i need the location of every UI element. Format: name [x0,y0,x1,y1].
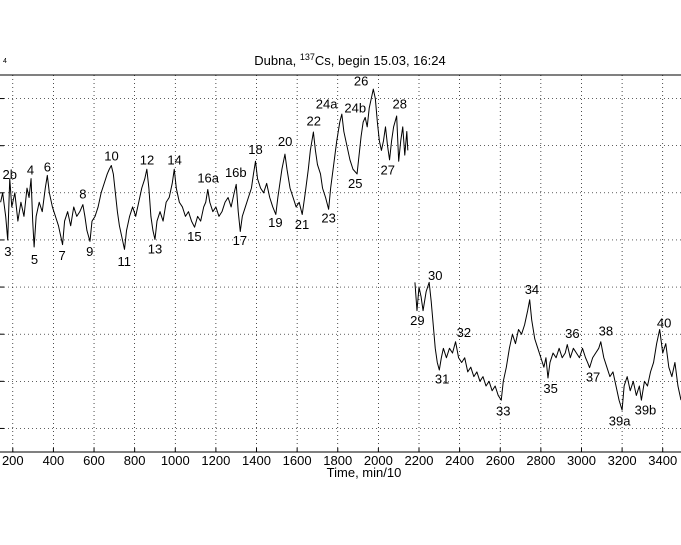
annotation: 26 [354,74,368,89]
annotation: 3 [4,244,11,259]
annotation: 25 [348,176,362,191]
x-tick-label: 2400 [445,453,474,468]
x-tick-label: 800 [124,453,146,468]
annotation: 34 [525,282,539,297]
annotation: 4 [27,163,34,178]
annotation: 20 [278,134,292,149]
annotation: 40 [657,315,671,330]
annotation: 22 [307,114,321,129]
annotation: 8 [79,187,86,202]
x-tick-label: 1200 [201,453,230,468]
annotation: 17 [233,233,247,248]
title-superscript: 137 [300,52,315,62]
annotation: 27 [380,163,394,178]
annotation: 7 [59,248,66,263]
annotation: 13 [148,242,162,257]
x-tick-label: 2000 [364,453,393,468]
annotation: 19 [268,215,282,230]
annotation: 24a [316,97,338,112]
x-tick-label: 3400 [648,453,677,468]
x-tick-label: 600 [83,453,105,468]
x-tick-label: 2800 [526,453,555,468]
annotation: 33 [496,403,510,418]
annotation: 39a [609,413,631,428]
x-tick-label: 1000 [161,453,190,468]
annotation: 24b [344,100,366,115]
x-tick-label: 1400 [242,453,271,468]
x-tick-label: 400 [43,453,65,468]
annotation: 2b [3,167,17,182]
title-rest: Cs, begin 15.03, 16:24 [315,53,446,68]
data-line [0,88,681,411]
annotation: 21 [295,217,309,232]
annotation: 29 [410,313,424,328]
annotation: 32 [457,325,471,340]
x-tick-label: 1600 [283,453,312,468]
annotation: 23 [321,211,335,226]
x-tick-label: 2600 [486,453,515,468]
annotation: 35 [543,381,557,396]
annotation: 16a [197,171,219,186]
annotation: 28 [392,97,406,112]
annotation: 39b [635,402,657,417]
x-tick-label: 3000 [567,453,596,468]
annotation: 5 [31,252,38,267]
annotation: 14 [167,153,181,168]
annotation: 6 [44,160,51,175]
annotation: 36 [565,326,579,341]
axis-exponent: 4 [3,58,7,65]
x-tick-label: 200 [2,453,24,468]
annotation: 30 [428,268,442,283]
x-tick-label: 1800 [323,453,352,468]
annotation: 38 [599,323,613,338]
annotation: 31 [435,371,449,386]
annotation: 12 [140,153,154,168]
annotation: 15 [187,229,201,244]
annotation: 37 [586,369,600,384]
x-tick-label: 2200 [405,453,434,468]
x-tick-label: 3200 [608,453,637,468]
annotation: 9 [86,244,93,259]
annotation: 16b [225,165,247,180]
x-axis-label: Time, min/10 [327,465,402,480]
title-prefix: Dubna, [254,53,300,68]
annotation: 10 [104,148,118,163]
annotation: 18 [248,142,262,157]
annotation: 11 [118,254,132,269]
chart-title: Dubna, 137Cs, begin 15.03, 16:24 [254,52,445,68]
